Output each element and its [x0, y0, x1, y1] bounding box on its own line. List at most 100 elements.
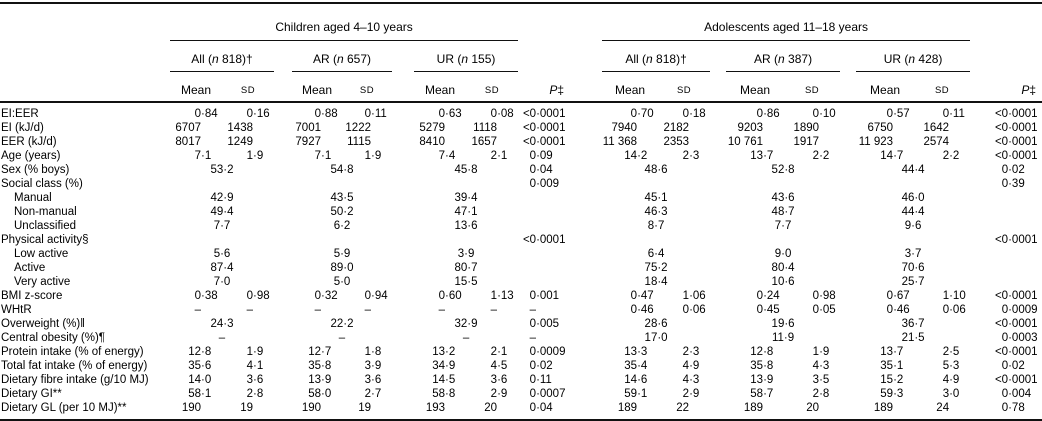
p-cell: [518, 206, 570, 220]
frac-part: ·57: [893, 108, 910, 120]
p-cell: 0·0009: [518, 346, 570, 360]
spacer: [274, 178, 292, 192]
spacer: [274, 388, 292, 402]
p-cell: 0·02: [518, 360, 570, 374]
mean-cell: 9203: [726, 122, 784, 136]
mean-cell: 11 923: [856, 136, 914, 150]
n-symbol: n: [336, 52, 344, 66]
spacer: [840, 360, 856, 374]
int-part: 2: [246, 388, 253, 400]
mean-cell: 7001: [292, 122, 342, 136]
sd-cell: 3·5: [784, 374, 840, 388]
int-part: 0: [1001, 360, 1009, 372]
int-part: 14: [188, 374, 201, 386]
int-part: 20: [806, 402, 820, 414]
sd-cell: 1118: [466, 122, 518, 136]
mean-cell: 11 368: [602, 136, 658, 150]
spacer: [274, 122, 292, 136]
stat-header-row: Mean SD Mean SD Mean SD P‡ Mean SD Mean SD Mean SD P‡: [0, 71, 1042, 103]
frac-part: ·02: [1008, 164, 1025, 176]
int-part: 13: [750, 374, 764, 386]
p-header: P‡: [970, 71, 1042, 103]
spacer: [392, 150, 414, 164]
spacer: [274, 248, 292, 262]
p-cell: [518, 276, 570, 290]
int-part: 1249: [227, 136, 253, 148]
int-part: 189: [617, 402, 638, 414]
frac-part: ·45: [763, 304, 780, 316]
frac-part: ·1: [201, 388, 212, 400]
spacer: [392, 206, 414, 220]
mean-cell: 0·70: [602, 102, 658, 122]
frac-part: ·98: [819, 290, 836, 302]
frac-part: ·39: [1008, 178, 1025, 190]
int-part: 2: [942, 346, 950, 358]
frac-part: ·5: [497, 360, 508, 372]
p-cell: 0·11: [518, 374, 570, 388]
spacer: [710, 192, 726, 206]
frac-part: ·0001: [536, 108, 566, 120]
subgroup-header: AR (n 657): [292, 40, 392, 72]
frac-part: ·9: [371, 360, 382, 372]
int-part: –: [194, 304, 201, 316]
p-cell: <0·0001: [970, 234, 1042, 248]
value-cell: 45·8: [454, 164, 478, 176]
frac-part: ·04: [536, 164, 553, 176]
sd-cell: 4·9: [658, 360, 710, 374]
int-part: 19: [358, 402, 371, 414]
mean-cell: 7·1: [170, 150, 222, 164]
spacer: [840, 178, 856, 192]
int-part: 5279: [419, 122, 445, 134]
frac-part: ·0007: [536, 388, 566, 400]
value-cell: 54·8: [330, 164, 354, 176]
n-symbol: n: [908, 52, 916, 66]
sd-cell: 2353: [658, 136, 710, 150]
sd-cell: 0·98: [784, 290, 840, 304]
value-cell: [292, 234, 392, 248]
mean-cell: 0·67: [856, 290, 914, 304]
int-part: 2: [812, 150, 820, 162]
value-cell: 44·4: [901, 206, 925, 218]
spacer: [392, 262, 414, 276]
row-label: Active: [14, 262, 46, 274]
sd-cell: 1917: [784, 136, 840, 150]
p-col-gap: [970, 2, 1042, 41]
table-header: Children aged 4–10 years Adolescents aged…: [0, 2, 1042, 103]
value-cell: 80·7: [454, 262, 478, 274]
spacer: [710, 290, 726, 304]
frac-part: ·0001: [1008, 234, 1038, 246]
value-cell: –: [218, 332, 226, 344]
int-part: 2: [682, 150, 690, 162]
int-part: 14: [880, 150, 894, 162]
mean-header: Mean: [726, 71, 785, 103]
p-cell: [970, 192, 1042, 206]
mean-cell: 59·1: [602, 388, 658, 402]
int-part: 1: [812, 346, 820, 358]
value-cell: 5·6: [213, 248, 231, 260]
sd-cell: 0·11: [342, 102, 392, 122]
value-cell: 45·1: [644, 192, 668, 204]
p-cell: 0·04: [518, 402, 571, 421]
row-label: EI:EER: [1, 108, 39, 120]
sd-cell: 5·3: [914, 360, 970, 374]
spacer: [840, 290, 856, 304]
value-cell: 5·9: [333, 248, 351, 260]
mean-cell: 189: [856, 402, 915, 421]
mean-cell: –: [414, 304, 466, 318]
int-part: 0: [314, 108, 321, 120]
int-part: 1: [246, 346, 253, 358]
spacer: [392, 402, 414, 421]
frac-part: ·78: [1008, 402, 1025, 414]
table-row: Non-manual 49·4 50·2 47·1 46·3 48·7 44·4: [0, 206, 1042, 220]
sd-cell: 4·3: [784, 360, 840, 374]
int-part: 0: [529, 164, 537, 176]
spacer: [392, 220, 414, 234]
sd-cell: 3·0: [914, 388, 970, 402]
spacer: [710, 346, 726, 360]
int-part: 2: [682, 346, 690, 358]
p-cell: –: [518, 304, 570, 318]
int-part: 35: [880, 360, 894, 372]
int-part: 0: [756, 108, 764, 120]
mean-cell: 14·0: [170, 374, 222, 388]
spacer: [570, 360, 602, 374]
